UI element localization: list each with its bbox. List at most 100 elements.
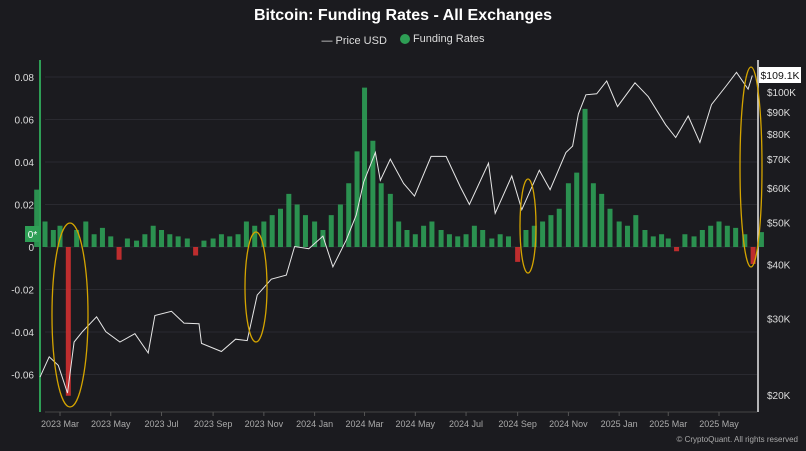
funding-bar xyxy=(455,236,461,247)
funding-bar xyxy=(42,221,48,247)
funding-bar xyxy=(531,225,537,247)
funding-bar xyxy=(691,236,697,247)
funding-bar xyxy=(193,247,199,256)
funding-bar xyxy=(582,108,588,247)
funding-bar xyxy=(83,221,89,247)
right-tick-label: $80K xyxy=(767,130,791,141)
funding-bar xyxy=(421,225,427,247)
funding-bar xyxy=(642,230,648,247)
annotation-ellipse xyxy=(51,222,89,408)
legend-funding[interactable]: Funding Rates xyxy=(399,33,485,45)
funding-bar xyxy=(65,247,71,396)
left-tick-label: 0.08 xyxy=(15,73,35,84)
funding-bar xyxy=(471,225,477,247)
funding-bar xyxy=(362,87,368,247)
annotations xyxy=(51,66,763,408)
funding-bar xyxy=(354,151,360,247)
x-tick-label: 2024 Jan xyxy=(296,419,333,429)
funding-bar xyxy=(733,227,739,247)
left-tick-label: -0.02 xyxy=(11,286,34,297)
x-tick-label: 2023 Nov xyxy=(245,419,284,429)
current-price-label: $109.1K xyxy=(760,70,799,82)
funding-bar xyxy=(412,234,418,247)
funding-bar xyxy=(515,247,521,262)
funding-bar xyxy=(134,240,140,247)
funding-bar xyxy=(328,215,334,247)
funding-bar xyxy=(150,225,156,247)
left-tick-label: 0 xyxy=(28,243,34,254)
left-tick-label: 0.06 xyxy=(15,116,35,127)
right-tick-label: $50K xyxy=(767,218,791,229)
funding-bar xyxy=(218,234,224,247)
funding-bar xyxy=(665,238,671,247)
x-tick-label: 2025 Mar xyxy=(649,419,687,429)
funding-bar xyxy=(590,183,596,247)
x-tick-label: 2025 Jan xyxy=(601,419,638,429)
funding-bar xyxy=(624,225,630,247)
funding-bar xyxy=(404,230,410,247)
right-tick-label: $20K xyxy=(767,391,791,402)
funding-bar xyxy=(540,221,546,247)
x-tick-label: 2023 Jul xyxy=(144,419,178,429)
funding-bar xyxy=(724,225,730,247)
funding-bar xyxy=(429,221,435,247)
funding-bar xyxy=(607,208,613,247)
funding-bar xyxy=(565,183,571,247)
funding-bar xyxy=(497,234,503,247)
funding-bar xyxy=(269,215,275,247)
funding-bar xyxy=(277,208,283,247)
chart-title: Bitcoin: Funding Rates - All Exchanges xyxy=(253,7,553,24)
legend-price-label: — Price USD xyxy=(321,35,387,47)
funding-bar xyxy=(387,193,393,247)
left-tick-label: -0.06 xyxy=(11,371,34,382)
x-tick-label: 2024 Mar xyxy=(346,419,384,429)
x-tick-label: 2024 May xyxy=(396,419,436,429)
zero-badge: 0* xyxy=(25,226,40,242)
funding-bar xyxy=(124,238,130,247)
funding-bar xyxy=(378,183,384,247)
funding-bar xyxy=(489,238,495,247)
funding-bar xyxy=(261,221,267,247)
watermark: © CryptoQuant. All rights reserved xyxy=(676,435,799,444)
left-tick-label: 0.04 xyxy=(15,158,35,169)
right-tick-label: $40K xyxy=(767,260,791,271)
funding-bar xyxy=(548,215,554,247)
funding-bar xyxy=(650,236,656,247)
funding-bar xyxy=(574,172,580,247)
legend-price[interactable]: — Price USD xyxy=(321,35,386,47)
funding-bars xyxy=(34,87,764,396)
funding-bar xyxy=(556,208,562,247)
funding-bar xyxy=(252,225,258,247)
right-tick-label: $30K xyxy=(767,315,791,326)
funding-bar xyxy=(320,230,326,247)
funding-bar xyxy=(659,234,665,247)
funding-bar xyxy=(370,140,376,247)
x-tick-label: 2023 Mar xyxy=(41,419,79,429)
funding-bar xyxy=(235,234,241,247)
funding-bar xyxy=(99,227,105,247)
funding-bar xyxy=(294,204,300,247)
funding-bar xyxy=(302,215,308,247)
funding-bar xyxy=(312,221,318,247)
funding-bar xyxy=(159,230,165,247)
funding-bar xyxy=(210,238,216,247)
legend-funding-label: Funding Rates xyxy=(412,33,485,45)
right-tick-label: $60K xyxy=(767,184,791,195)
price-line xyxy=(39,71,753,394)
funding-bar xyxy=(599,193,605,247)
funding-bar xyxy=(505,236,511,247)
funding-bar xyxy=(396,221,402,247)
funding-bar xyxy=(438,230,444,247)
funding-bar xyxy=(674,247,680,252)
x-tick-label: 2023 Sep xyxy=(194,419,233,429)
x-tick-label: 2024 Sep xyxy=(498,419,537,429)
funding-bar xyxy=(523,230,529,247)
funding-bar xyxy=(50,230,56,247)
funding-bar xyxy=(74,230,80,247)
current-price-badge: $109.1K xyxy=(759,67,801,83)
funding-bar xyxy=(708,225,714,247)
annotation-ellipse xyxy=(739,66,763,268)
funding-bar xyxy=(116,247,122,260)
funding-bar xyxy=(167,234,173,247)
